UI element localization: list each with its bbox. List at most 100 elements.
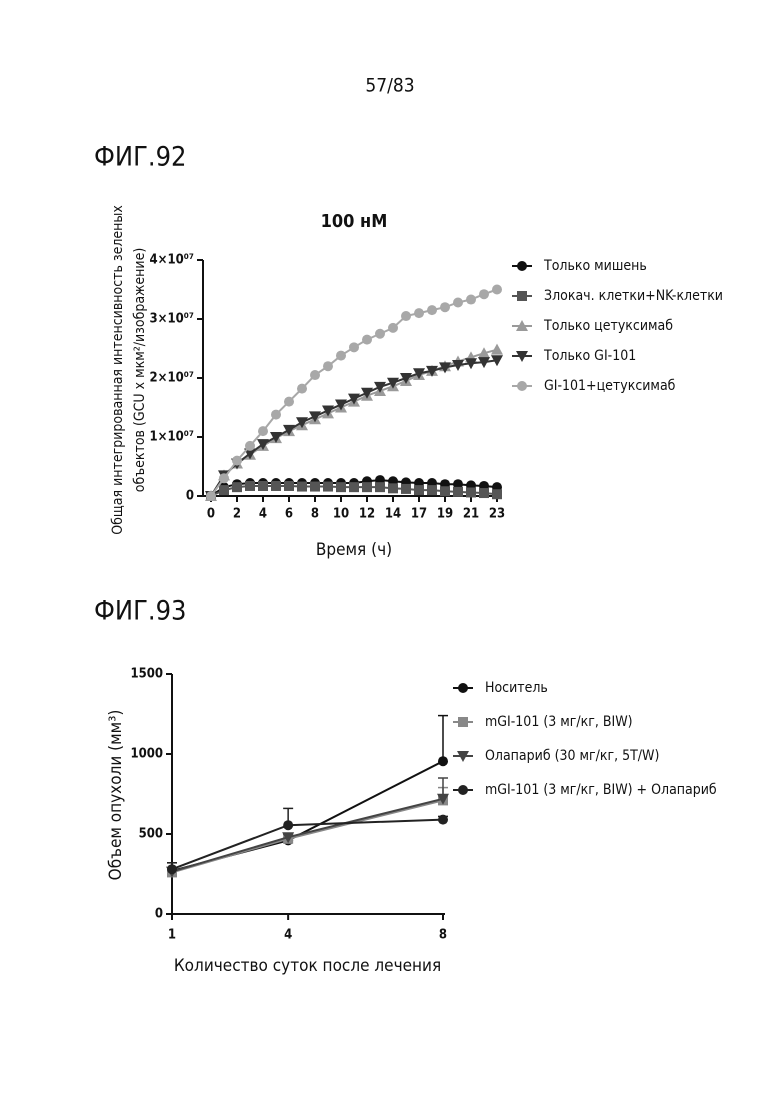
- chart-title: 100 нМ: [321, 211, 388, 232]
- series-line: [211, 360, 497, 496]
- marker: [310, 482, 320, 492]
- marker: [245, 441, 255, 451]
- marker: [362, 335, 372, 345]
- marker: [388, 483, 398, 493]
- marker: [349, 482, 359, 492]
- marker: [375, 482, 385, 492]
- y-tick-label: 1000: [130, 747, 163, 762]
- marker: [427, 305, 437, 315]
- marker: [271, 481, 281, 491]
- figure-label: ФИГ.93: [94, 596, 187, 627]
- marker: [219, 473, 229, 483]
- marker: [245, 481, 255, 491]
- marker: [458, 683, 468, 693]
- marker: [284, 481, 294, 491]
- y-axis-label: объектов (GCU x мкм²/изображение): [132, 248, 148, 493]
- series-line: [172, 800, 443, 872]
- x-tick-label: 17: [411, 507, 427, 522]
- marker: [440, 486, 450, 496]
- x-tick-label: 0: [207, 507, 215, 522]
- marker: [258, 426, 268, 436]
- y-tick-label: 1×10⁰⁷: [150, 430, 194, 445]
- y-tick-label: 0: [186, 489, 194, 504]
- marker: [517, 381, 527, 391]
- marker: [427, 485, 437, 495]
- x-axis-label: Количество суток после лечения: [174, 956, 441, 976]
- marker: [167, 864, 177, 874]
- marker: [271, 410, 281, 420]
- y-tick-label: 500: [139, 827, 163, 842]
- x-tick-label: 10: [333, 507, 349, 522]
- marker: [517, 261, 527, 271]
- marker: [453, 487, 463, 497]
- x-tick-label: 14: [385, 507, 401, 522]
- marker: [401, 484, 411, 494]
- marker: [323, 482, 333, 492]
- marker: [349, 342, 359, 352]
- marker: [375, 329, 385, 339]
- marker: [297, 482, 307, 492]
- marker: [232, 482, 242, 492]
- marker: [466, 487, 476, 497]
- marker: [258, 481, 268, 491]
- x-tick-label: 2: [233, 507, 241, 522]
- marker: [362, 482, 372, 492]
- marker: [453, 297, 463, 307]
- marker: [310, 370, 320, 380]
- marker: [466, 295, 476, 305]
- legend-label: Злокач. клетки+NK-клетки: [544, 288, 723, 304]
- page-number: 57/83: [365, 75, 414, 97]
- document: 57/83 ФИГ.92 ФИГ.93 0 1×10⁰⁷ 2×10⁰⁷ 3×10⁰⁷ 4…: [0, 0, 780, 1103]
- marker: [458, 717, 468, 727]
- y-axis-label: Общая интегрированная интенсивность зеле…: [110, 205, 126, 535]
- marker: [440, 302, 450, 312]
- marker: [297, 384, 307, 394]
- legend-label: GI-101+цетуксимаб: [544, 378, 676, 394]
- legend-label: Олапариб (30 мг/кг, 5T/W): [485, 748, 659, 764]
- marker: [492, 285, 502, 295]
- legend-label: Носитель: [485, 680, 548, 696]
- marker: [414, 308, 424, 318]
- x-tick-label: 8: [439, 928, 447, 943]
- marker: [336, 351, 346, 361]
- x-tick-label: 23: [489, 507, 505, 522]
- marker: [491, 344, 503, 355]
- x-axis-label: Время (ч): [316, 540, 392, 560]
- marker: [479, 488, 489, 498]
- marker: [492, 489, 502, 499]
- legend-label: mGI-101 (3 мг/кг, BIW) + Олапариб: [485, 782, 717, 798]
- series-line: [211, 350, 497, 496]
- marker: [414, 485, 424, 495]
- marker: [517, 291, 527, 301]
- series-line: [211, 290, 497, 497]
- marker: [232, 456, 242, 466]
- y-tick-label: 0: [155, 907, 163, 922]
- x-tick-label: 4: [259, 507, 267, 522]
- x-tick-label: 1: [168, 928, 176, 943]
- x-tick-label: 19: [437, 507, 453, 522]
- marker: [388, 323, 398, 333]
- marker: [401, 311, 411, 321]
- x-tick-label: 4: [284, 928, 292, 943]
- legend-label: mGI-101 (3 мг/кг, BIW): [485, 714, 633, 730]
- y-tick-label: 4×10⁰⁷: [150, 253, 194, 268]
- x-tick-label: 21: [463, 507, 479, 522]
- legend-label: Только цетуксимаб: [543, 318, 673, 334]
- legend-label: Только GI-101: [543, 348, 636, 364]
- y-tick-label: 1500: [130, 667, 163, 682]
- x-tick-label: 8: [311, 507, 319, 522]
- y-axis-label: Объем опухоли (мм³): [106, 710, 126, 881]
- page: 57/83 ФИГ.92 ФИГ.93 0 1×10⁰⁷ 2×10⁰⁷ 3×10⁰⁷ 4…: [0, 0, 780, 1103]
- figure-label: ФИГ.92: [94, 142, 187, 173]
- marker: [479, 289, 489, 299]
- marker: [336, 482, 346, 492]
- marker: [206, 491, 216, 501]
- y-tick-label: 3×10⁰⁷: [150, 312, 194, 327]
- marker: [438, 815, 448, 825]
- marker: [438, 756, 448, 766]
- marker: [219, 485, 229, 495]
- legend-label: Только мишень: [543, 258, 647, 274]
- x-tick-label: 12: [359, 507, 375, 522]
- y-tick-label: 2×10⁰⁷: [150, 371, 194, 386]
- x-tick-label: 6: [285, 507, 293, 522]
